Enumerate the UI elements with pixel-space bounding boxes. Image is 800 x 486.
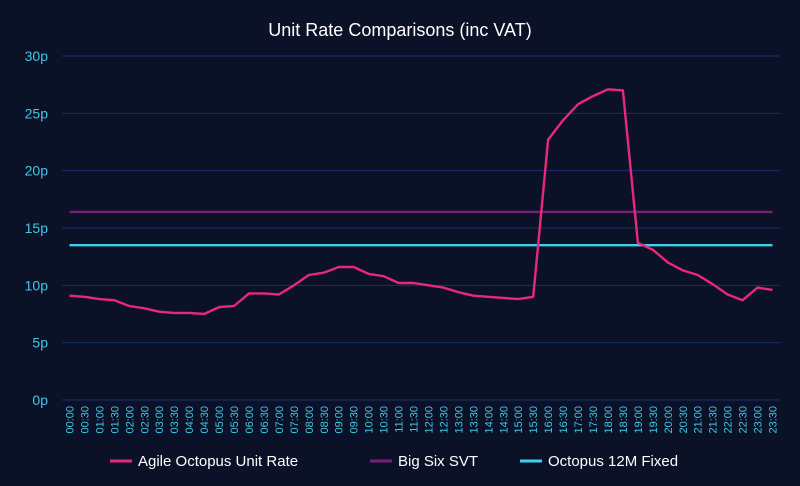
x-tick-label: 19:30 — [648, 406, 660, 434]
x-tick-label: 15:30 — [528, 406, 540, 434]
x-tick-label: 12:30 — [438, 406, 450, 434]
x-tick-label: 15:00 — [513, 406, 525, 434]
series-line — [69, 88, 773, 316]
x-tick-label: 04:30 — [199, 406, 211, 434]
x-tick-label: 02:00 — [124, 406, 136, 434]
x-tick-label: 01:00 — [94, 406, 106, 434]
x-tick-label: 11:30 — [409, 406, 421, 433]
legend-label: Big Six SVT — [398, 453, 478, 470]
y-tick-label: 0p — [32, 392, 48, 408]
series-lines — [69, 88, 773, 316]
x-tick-label: 03:30 — [169, 406, 181, 434]
y-tick-label: 20p — [25, 163, 49, 179]
x-tick-label: 08:30 — [319, 406, 331, 434]
x-tick-label: 00:00 — [64, 406, 76, 434]
x-tick-label: 09:30 — [349, 406, 361, 434]
y-tick-label: 25p — [25, 105, 49, 121]
x-tick-label: 23:30 — [768, 406, 780, 434]
x-tick-label: 10:00 — [364, 406, 376, 434]
x-tick-label: 04:00 — [184, 406, 196, 434]
x-tick-label: 12:00 — [423, 406, 435, 434]
x-tick-label: 13:30 — [468, 406, 480, 434]
x-tick-label: 14:30 — [498, 406, 510, 434]
y-tick-label: 30p — [25, 48, 49, 64]
y-axis: 0p 5p 10p 15p 20p 25p 30p — [25, 48, 49, 408]
grid-lines — [62, 55, 780, 401]
legend-label: Octopus 12M Fixed — [548, 453, 678, 470]
y-tick-label: 5p — [32, 335, 48, 351]
x-tick-label: 02:30 — [139, 406, 151, 434]
x-tick-label: 08:00 — [304, 406, 316, 434]
x-tick-label: 06:30 — [259, 406, 271, 434]
x-tick-label: 00:30 — [79, 406, 91, 434]
legend: Agile Octopus Unit Rate Big Six SVT Octopu… — [110, 453, 678, 470]
x-tick-label: 16:00 — [543, 406, 555, 434]
y-tick-label: 10p — [25, 277, 49, 293]
x-tick-label: 07:30 — [289, 406, 301, 434]
x-tick-label: 21:30 — [708, 406, 720, 434]
x-tick-label: 14:00 — [483, 406, 495, 434]
x-tick-label: 05:30 — [229, 406, 241, 434]
x-tick-label: 22:00 — [723, 406, 735, 434]
x-axis: 00:00 00:30 01:00 01:30 02:00 02:30 03:00 03:30… — [64, 406, 779, 434]
x-tick-label: 17:00 — [573, 406, 585, 434]
x-tick-label: 06:00 — [244, 406, 256, 434]
legend-label: Agile Octopus Unit Rate — [138, 453, 298, 470]
x-tick-label: 10:30 — [379, 406, 391, 434]
x-tick-label: 23:00 — [753, 406, 765, 434]
x-tick-label: 16:30 — [558, 406, 570, 434]
x-tick-label: 09:00 — [334, 406, 346, 434]
x-tick-label: 03:00 — [154, 406, 166, 434]
x-tick-label: 18:30 — [618, 406, 630, 434]
x-tick-label: 11:00 — [394, 406, 406, 433]
x-tick-label: 19:00 — [633, 406, 645, 434]
x-tick-label: 18:00 — [603, 406, 615, 434]
x-tick-label: 07:00 — [274, 406, 286, 434]
x-tick-label: 05:00 — [214, 406, 226, 434]
y-tick-label: 15p — [25, 220, 49, 236]
x-tick-label: 13:00 — [453, 406, 465, 434]
x-tick-label: 20:30 — [678, 406, 690, 434]
x-tick-label: 20:00 — [663, 406, 675, 434]
x-tick-label: 17:30 — [588, 406, 600, 434]
chart-title: Unit Rate Comparisons (inc VAT) — [268, 20, 532, 40]
x-tick-label: 01:30 — [109, 406, 121, 434]
x-tick-label: 21:00 — [693, 406, 705, 434]
x-tick-label: 22:30 — [738, 406, 750, 434]
